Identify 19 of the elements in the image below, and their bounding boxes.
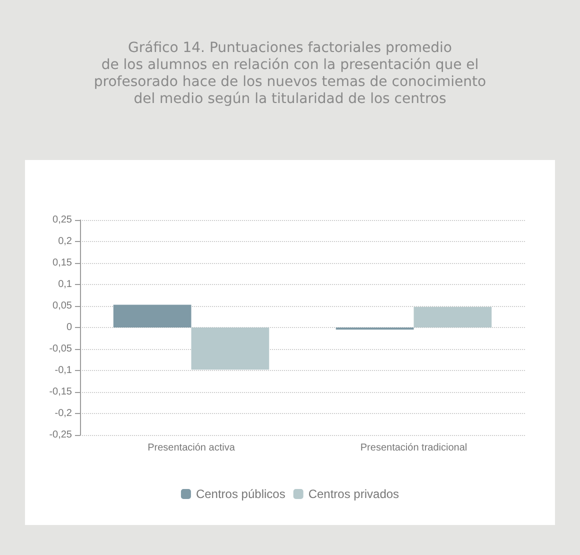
bar [414, 306, 492, 328]
bar [113, 304, 192, 328]
y-tick-label: 0,15 [52, 258, 72, 268]
chart-title: Gráfico 14. Puntuaciones factoriales promedio de los alumnos en relación con la presentación que el profesorado hace de los nuevos temas de conocimiento del medio según la titularidad de los centros [92, 40, 488, 108]
y-tick-label: -0,05 [49, 344, 72, 354]
y-tick-label: 0,2 [58, 236, 72, 247]
y-tick-label: 0,1 [58, 279, 72, 290]
y-tick-label: -0,2 [54, 408, 72, 419]
legend-label: Centros públicos [196, 487, 286, 501]
y-tick-label: 0,25 [52, 214, 72, 226]
bar [191, 328, 270, 370]
legend-label: Centros privados [308, 487, 400, 501]
x-tick-label: Presentación activa [148, 442, 236, 454]
y-tick-label: -0,1 [54, 365, 72, 376]
x-tick-label: Presentación tradicional [360, 442, 468, 454]
y-tick-label: 0 [66, 322, 72, 333]
y-tick-label: 0,05 [52, 300, 72, 312]
y-tick-label: -0,25 [49, 430, 72, 440]
y-tick-label: -0,15 [49, 386, 72, 398]
